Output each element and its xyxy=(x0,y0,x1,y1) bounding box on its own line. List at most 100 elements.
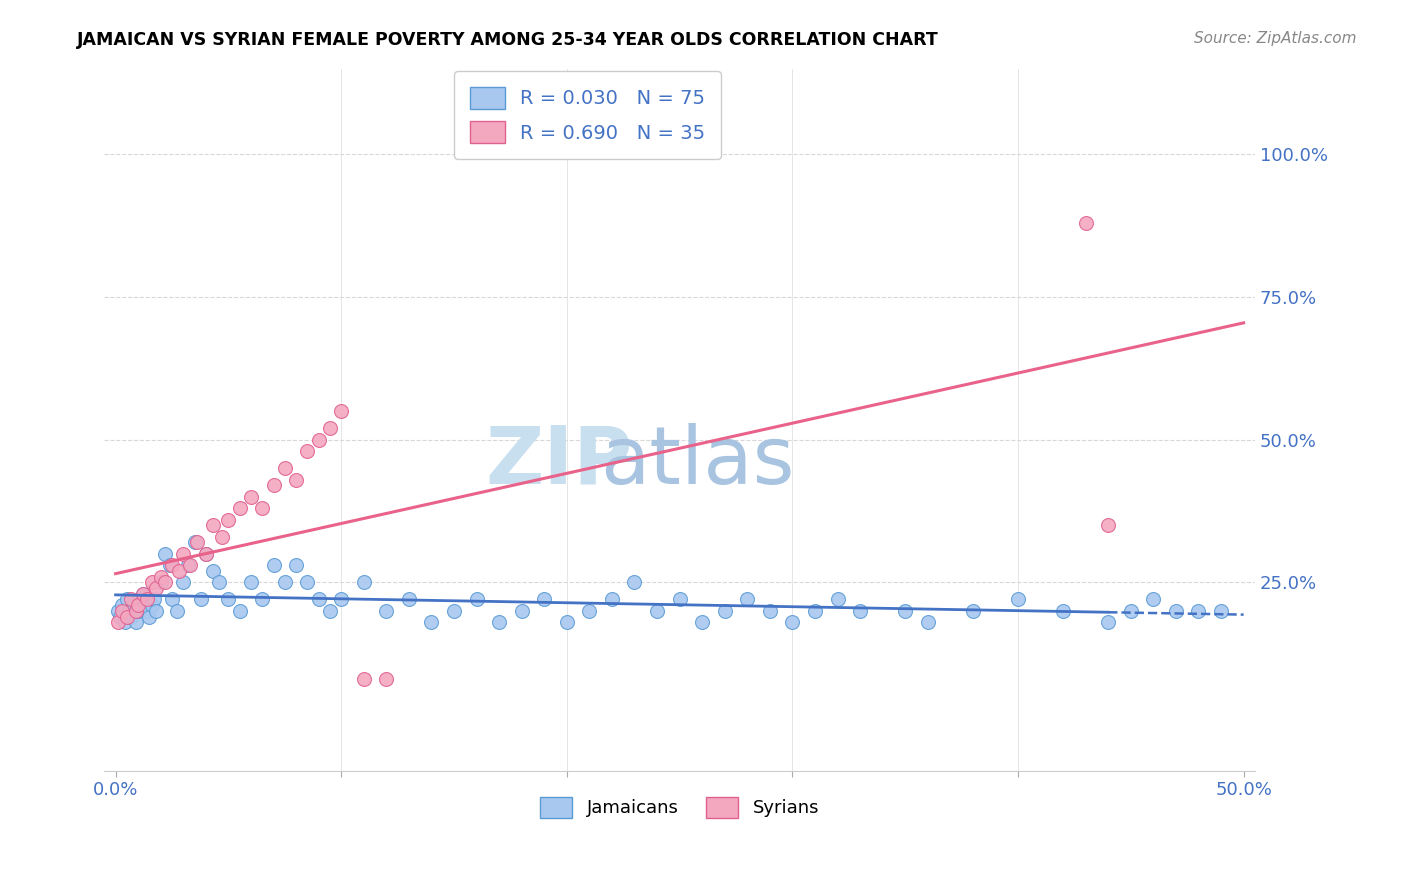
Point xyxy=(136,592,159,607)
Point xyxy=(125,604,148,618)
Point xyxy=(160,592,183,607)
Point xyxy=(166,604,188,618)
Point xyxy=(375,604,398,618)
Point xyxy=(319,421,342,435)
Point xyxy=(1209,604,1232,618)
Point xyxy=(217,592,239,607)
Point xyxy=(190,592,212,607)
Point xyxy=(465,592,488,607)
Point xyxy=(1097,518,1119,533)
Point xyxy=(274,575,297,590)
Point xyxy=(172,547,194,561)
Point xyxy=(488,615,510,630)
Point xyxy=(1097,615,1119,630)
Point xyxy=(353,575,375,590)
Point xyxy=(1119,604,1142,618)
Point xyxy=(1164,604,1187,618)
Point xyxy=(115,592,138,607)
Point xyxy=(201,518,224,533)
Point xyxy=(849,604,872,618)
Point xyxy=(759,604,782,618)
Point xyxy=(668,592,690,607)
Point xyxy=(120,592,142,607)
Point xyxy=(131,587,153,601)
Point xyxy=(319,604,342,618)
Point xyxy=(145,581,167,595)
Point xyxy=(228,501,250,516)
Point xyxy=(194,547,217,561)
Point xyxy=(297,444,319,458)
Point xyxy=(141,598,163,612)
Point xyxy=(353,673,375,687)
Point xyxy=(107,615,129,630)
Point xyxy=(240,575,263,590)
Point xyxy=(118,604,141,618)
Point xyxy=(263,478,285,492)
Text: Source: ZipAtlas.com: Source: ZipAtlas.com xyxy=(1194,31,1357,46)
Point xyxy=(115,609,138,624)
Point xyxy=(645,604,668,618)
Point xyxy=(1007,592,1029,607)
Point xyxy=(804,604,827,618)
Point xyxy=(107,604,129,618)
Point xyxy=(1074,216,1097,230)
Point xyxy=(145,604,167,618)
Point xyxy=(398,592,420,607)
Point xyxy=(141,575,163,590)
Point xyxy=(183,535,205,549)
Point xyxy=(1187,604,1209,618)
Point xyxy=(194,547,217,561)
Point xyxy=(111,604,134,618)
Point xyxy=(186,535,208,549)
Point xyxy=(297,575,319,590)
Point xyxy=(211,530,233,544)
Point xyxy=(129,592,152,607)
Point xyxy=(149,575,172,590)
Point xyxy=(114,615,136,630)
Point xyxy=(510,604,533,618)
Point xyxy=(138,609,160,624)
Text: ZIP: ZIP xyxy=(485,423,633,500)
Point xyxy=(131,587,153,601)
Point xyxy=(179,558,201,573)
Point xyxy=(827,592,849,607)
Point xyxy=(308,592,330,607)
Point xyxy=(1142,592,1164,607)
Point xyxy=(285,473,308,487)
Point xyxy=(155,575,177,590)
Point xyxy=(713,604,735,618)
Text: atlas: atlas xyxy=(600,423,794,500)
Point xyxy=(127,598,149,612)
Point xyxy=(917,615,939,630)
Point xyxy=(122,598,145,612)
Point xyxy=(159,558,181,573)
Point xyxy=(1052,604,1074,618)
Point xyxy=(120,609,142,624)
Point xyxy=(177,558,200,573)
Point xyxy=(555,615,578,630)
Point xyxy=(274,461,297,475)
Point xyxy=(600,592,623,607)
Legend: Jamaicans, Syrians: Jamaicans, Syrians xyxy=(533,789,827,825)
Point xyxy=(160,558,183,573)
Point xyxy=(782,615,804,630)
Point xyxy=(108,609,131,624)
Point xyxy=(134,598,156,612)
Point xyxy=(217,512,239,526)
Point xyxy=(533,592,555,607)
Point xyxy=(167,564,190,578)
Point xyxy=(375,673,398,687)
Point xyxy=(172,575,194,590)
Point xyxy=(735,592,758,607)
Point xyxy=(136,604,159,618)
Point xyxy=(111,598,134,612)
Point xyxy=(208,575,231,590)
Point xyxy=(149,569,172,583)
Point xyxy=(420,615,443,630)
Point xyxy=(201,564,224,578)
Point xyxy=(252,592,274,607)
Point xyxy=(330,404,353,418)
Point xyxy=(308,433,330,447)
Point xyxy=(252,501,274,516)
Point xyxy=(155,547,177,561)
